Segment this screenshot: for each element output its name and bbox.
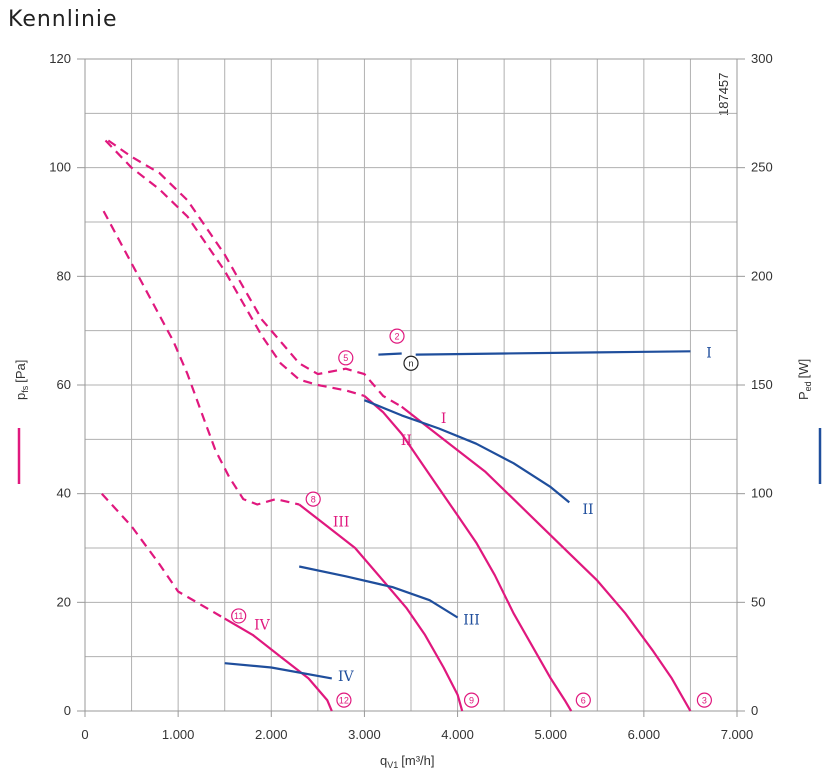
y-right-tick-label: 250	[751, 160, 773, 175]
y-left-tick-label: 120	[49, 51, 71, 66]
power-curve-label: II	[582, 502, 593, 518]
marker-label: 6	[581, 695, 586, 705]
pressure-curve-dashed-III	[102, 210, 300, 506]
x-tick-label: 1.000	[162, 727, 195, 742]
y-left-tick-label: 40	[57, 486, 71, 501]
power-curve-label: III	[463, 613, 480, 629]
pressure-curve-III	[298, 503, 464, 712]
pressure-curve-label: III	[333, 514, 350, 530]
power-curve-IV	[224, 662, 332, 680]
y-right-tick-label: 150	[751, 377, 773, 392]
pressure-curve-IV	[224, 617, 333, 712]
marker-circle	[336, 692, 352, 708]
power-curve-label: IV	[338, 669, 355, 685]
x-tick-label: 0	[81, 727, 88, 742]
marker-circle	[305, 491, 321, 507]
marker-circle	[389, 328, 405, 344]
marker-circle	[463, 692, 480, 708]
code-label: 187457	[716, 73, 731, 116]
marker-label: 3	[702, 695, 707, 705]
marker-circle	[696, 692, 713, 708]
y-left-tick-label: 0	[64, 703, 71, 718]
pressure-curve-II	[363, 395, 573, 712]
pressure-curve-dashed-II	[104, 139, 365, 397]
y-right-tick-label: 300	[751, 51, 773, 66]
power-curve-II	[363, 399, 570, 504]
marker-label: 5	[343, 353, 348, 363]
power-curve-label: I	[706, 345, 712, 361]
marker-label: 12	[339, 695, 349, 705]
x-tick-label: 2.000	[255, 727, 288, 742]
markers: 2 5 n 8 11 12 9 6 3	[231, 328, 713, 708]
pressure-curve-dashed-IV	[100, 492, 226, 620]
y-right-tick-label: 0	[751, 703, 758, 718]
power-curve-I-b	[415, 350, 691, 356]
x-tick-label: 5.000	[534, 727, 567, 742]
pressure-curve-dashed-I	[107, 139, 403, 408]
power-curve-I	[378, 352, 402, 356]
marker-circle	[338, 350, 354, 366]
x-tick-labels: 0 1.000 2.000 3.000 4.000 5.000 6.000 7.000	[81, 727, 753, 742]
marker-label: 11	[234, 611, 243, 621]
x-tick-label: 7.000	[721, 727, 754, 742]
y-right-tick-label: 200	[751, 268, 773, 283]
marker-label: 2	[395, 331, 400, 341]
pressure-curve-label: IV	[254, 618, 271, 634]
grid	[77, 58, 745, 717]
y-right-axis-label: Ped[W]	[796, 359, 813, 400]
y-right-tick-label: 100	[751, 486, 773, 501]
x-axis-label: qV1 [m³/h]	[380, 753, 434, 770]
marker-label: 8	[311, 494, 316, 504]
y-right-tick-labels: 0 50 100 150 200 250 300	[751, 51, 773, 718]
y-right-tick-label: 50	[751, 594, 765, 609]
power-curve-III	[298, 565, 459, 619]
y-left-tick-label: 100	[49, 160, 71, 175]
y-left-tick-labels: 0 20 40 60 80 100 120	[49, 51, 71, 718]
y-left-axis-label: pfs[Pa]	[13, 360, 30, 400]
x-tick-label: 6.000	[628, 727, 661, 742]
y-left-tick-label: 80	[57, 268, 71, 283]
marker-label: n	[408, 358, 413, 368]
x-tick-label: 3.000	[348, 727, 381, 742]
marker-circle	[575, 692, 591, 708]
x-tick-label: 4.000	[441, 727, 474, 742]
marker-circle	[403, 355, 419, 371]
y-left-tick-label: 60	[57, 377, 71, 392]
marker-label: 9	[469, 695, 474, 705]
y-left-tick-label: 20	[57, 594, 71, 609]
chart-title: Kennlinie	[8, 7, 118, 32]
pressure-curve-label: I	[441, 411, 447, 427]
pressure-curve-I	[401, 405, 692, 712]
pressure-curve-label: II	[401, 433, 412, 449]
marker-circle	[231, 608, 247, 624]
